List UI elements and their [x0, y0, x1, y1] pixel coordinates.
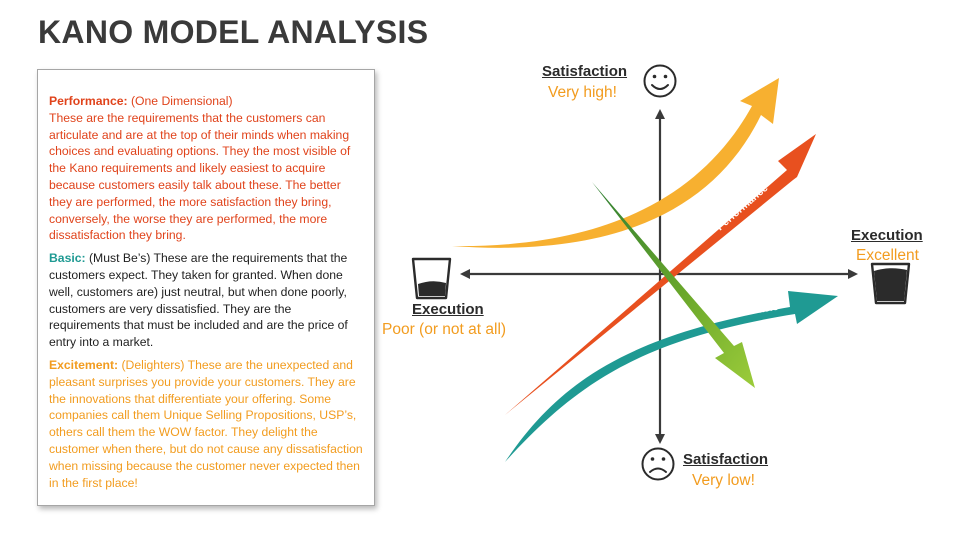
- performance-text: These are the requirements that the cust…: [49, 110, 351, 243]
- vertical-axis-arrowhead-bottom: [655, 434, 665, 444]
- basic-paragraph: Basic: (Must Be’s) These are the require…: [49, 250, 365, 351]
- low-glass-icon: [411, 257, 452, 300]
- basic-text: (Must Be’s) These are the requirements t…: [49, 251, 348, 350]
- left-axis-value: Poor (or not at all): [382, 321, 507, 338]
- performance-curve-label: Performance: [714, 182, 770, 233]
- decline-arrow: [592, 182, 755, 388]
- performance-subheading: (One Dimensional): [127, 94, 233, 108]
- horizontal-axis-arrowhead-right: [848, 269, 858, 279]
- performance-heading: Performance:: [49, 94, 128, 108]
- excitement-text: (Delighters) These are the unexpected an…: [49, 357, 363, 490]
- bottom-axis-title: Satisfaction: [683, 451, 769, 468]
- excitement-paragraph: Excitement: (Delighters) These are the u…: [49, 357, 365, 491]
- sad-face-icon: [641, 447, 675, 481]
- basic-curve: [505, 291, 838, 462]
- top-axis-value: Very high!: [548, 84, 617, 101]
- performance-paragraph: Performance: (One Dimensional) These are…: [49, 93, 365, 244]
- bottom-axis-value: Very low!: [692, 472, 755, 489]
- excitement-heading: Excitement:: [49, 357, 119, 372]
- description-box: Performance: (One Dimensional) These are…: [37, 69, 375, 506]
- page-title: KANO MODEL ANALYSIS: [38, 14, 429, 50]
- basic-heading: Basic:: [49, 251, 86, 266]
- excitement-curve: [452, 78, 779, 248]
- horizontal-axis-arrowhead-left: [460, 269, 470, 279]
- happy-face-icon: [643, 64, 677, 98]
- performance-curve: [505, 134, 816, 415]
- right-axis-value: Excellent: [856, 247, 919, 264]
- basic-curve-label: Basic: [750, 301, 780, 317]
- full-glass-icon: [870, 262, 911, 305]
- axes: [460, 109, 858, 444]
- top-axis-title: Satisfaction: [542, 63, 628, 80]
- vertical-axis-arrowhead-top: [655, 109, 665, 119]
- left-axis-title: Execution: [412, 301, 484, 318]
- right-axis-title: Execution: [851, 227, 923, 244]
